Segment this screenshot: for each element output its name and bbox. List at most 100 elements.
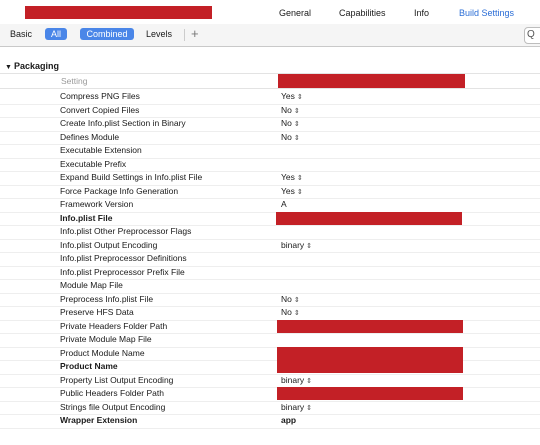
add-setting-button[interactable]: + xyxy=(191,26,199,41)
setting-row[interactable]: Defines Module No ⇕ xyxy=(0,131,540,145)
setting-value-text: Yes xyxy=(281,91,295,101)
setting-name: Create Info.plist Section in Binary xyxy=(60,118,186,128)
setting-value[interactable]: No ⇕ xyxy=(281,105,300,115)
setting-value-text: binary xyxy=(281,239,305,250)
setting-row[interactable]: Force Package Info Generation Yes ⇕ xyxy=(0,185,540,199)
setting-value-text: No xyxy=(281,104,292,115)
setting-row[interactable]: Public Headers Folder Path xyxy=(0,387,540,402)
setting-name: Product Name xyxy=(60,361,118,371)
setting-value[interactable]: Yes ⇕ xyxy=(281,186,303,196)
setting-column-header: Setting xyxy=(61,76,88,86)
popup-chevron-icon[interactable]: ⇕ xyxy=(293,121,300,128)
setting-row[interactable]: Property List Output Encoding binary ⇕ xyxy=(0,374,540,388)
setting-value-text: No xyxy=(281,131,292,142)
popup-chevron-icon[interactable]: ⇕ xyxy=(293,310,300,317)
setting-value[interactable]: No ⇕ xyxy=(281,132,300,142)
setting-row[interactable]: Framework Version A xyxy=(0,198,540,213)
setting-row[interactable]: Create Info.plist Section in Binary No ⇕ xyxy=(0,117,540,132)
setting-value-text: binary xyxy=(281,401,305,412)
setting-value[interactable]: binary ⇕ xyxy=(281,240,312,250)
disclosure-triangle-icon[interactable]: ▼ xyxy=(5,64,12,71)
setting-value-text: A xyxy=(281,199,287,209)
search-field[interactable]: Q xyxy=(524,27,540,44)
popup-chevron-icon[interactable]: ⇕ xyxy=(306,404,313,412)
popup-chevron-icon[interactable]: ⇕ xyxy=(296,188,303,196)
tab-info[interactable]: Info xyxy=(414,8,430,18)
setting-name: Info.plist Other Preprocessor Flags xyxy=(60,226,192,236)
setting-row[interactable]: Strings file Output Encoding binary ⇕ xyxy=(0,401,540,415)
setting-name: Wrapper Extension xyxy=(60,415,138,425)
setting-row[interactable]: Expand Build Settings in Info.plist File… xyxy=(0,171,540,186)
popup-chevron-icon[interactable]: ⇕ xyxy=(306,377,313,385)
setting-name: Executable Extension xyxy=(60,145,142,155)
setting-row[interactable]: Wrapper Extension app xyxy=(0,414,540,429)
packaging-section-header[interactable]: ▼ Packaging xyxy=(0,57,540,74)
setting-name: Compress PNG Files xyxy=(60,91,140,101)
setting-value[interactable]: Yes ⇕ xyxy=(281,172,303,182)
redacted-value xyxy=(277,387,463,400)
redacted-target-column-header xyxy=(278,74,465,88)
redacted-value xyxy=(277,346,463,360)
setting-name: Info.plist Preprocessor Prefix File xyxy=(60,266,185,277)
setting-name: Convert Copied Files xyxy=(60,104,140,115)
setting-name: Info.plist File xyxy=(60,212,113,223)
setting-row[interactable]: Private Headers Folder Path xyxy=(0,319,540,334)
setting-name: Strings file Output Encoding xyxy=(60,401,166,412)
setting-row[interactable]: Preprocess Info.plist File No ⇕ xyxy=(0,293,540,307)
setting-row[interactable]: Preserve HFS Data No ⇕ xyxy=(0,306,540,321)
setting-value[interactable]: No ⇕ xyxy=(281,118,300,128)
setting-value[interactable]: binary ⇕ xyxy=(281,375,312,385)
setting-name: Info.plist Output Encoding xyxy=(60,239,158,250)
setting-row[interactable]: Info.plist Other Preprocessor Flags xyxy=(0,225,540,240)
popup-chevron-icon[interactable]: ⇕ xyxy=(296,175,303,182)
setting-row[interactable]: Product Module Name xyxy=(0,346,540,361)
tab-general[interactable]: General xyxy=(279,8,312,18)
setting-name: Framework Version xyxy=(60,199,134,209)
setting-value[interactable]: A xyxy=(281,199,287,209)
popup-chevron-icon[interactable]: ⇕ xyxy=(293,107,300,115)
filter-all-button[interactable]: All xyxy=(45,28,67,40)
setting-value-text: No xyxy=(281,293,292,304)
setting-value-text: No xyxy=(281,118,292,128)
setting-name: Force Package Info Generation xyxy=(60,185,179,196)
setting-value-text: binary xyxy=(281,374,305,385)
popup-chevron-icon[interactable]: ⇕ xyxy=(293,134,300,142)
setting-name: Module Map File xyxy=(60,280,123,290)
tab-build-settings[interactable]: Build Settings xyxy=(459,8,515,18)
setting-row[interactable]: Compress PNG Files Yes ⇕ xyxy=(0,90,540,105)
popup-chevron-icon[interactable]: ⇕ xyxy=(306,242,313,250)
setting-value[interactable]: binary ⇕ xyxy=(281,402,312,412)
setting-value[interactable]: No ⇕ xyxy=(281,307,300,317)
setting-name: Preserve HFS Data xyxy=(60,307,134,317)
setting-name: Info.plist Preprocessor Definitions xyxy=(60,253,187,263)
setting-row[interactable]: Module Map File xyxy=(0,279,540,294)
setting-row[interactable]: Product Name xyxy=(0,360,540,375)
redacted-value xyxy=(276,211,462,225)
popup-chevron-icon[interactable]: ⇕ xyxy=(296,94,303,101)
setting-name: Defines Module xyxy=(60,131,120,142)
setting-name: Public Headers Folder Path xyxy=(60,388,164,398)
filter-basic-button[interactable]: Basic xyxy=(10,29,33,39)
setting-value-text: Yes xyxy=(281,185,295,196)
setting-row[interactable]: Info.plist Output Encoding binary ⇕ xyxy=(0,239,540,253)
top-toolbar: General Capabilities Info Build Settings xyxy=(0,0,540,25)
setting-value[interactable]: No ⇕ xyxy=(281,294,300,304)
tab-capabilities[interactable]: Capabilities xyxy=(339,8,386,18)
setting-name: Private Module Map File xyxy=(60,334,152,344)
filter-levels-button[interactable]: Levels xyxy=(146,29,173,39)
search-icon: Q xyxy=(527,29,535,40)
filter-combined-button[interactable]: Combined xyxy=(80,28,134,40)
setting-row[interactable]: Info.plist Preprocessor Prefix File xyxy=(0,266,540,280)
setting-row[interactable]: Info.plist File xyxy=(0,211,540,226)
setting-row[interactable]: Convert Copied Files No ⇕ xyxy=(0,104,540,118)
setting-row[interactable]: Executable Prefix xyxy=(0,158,540,172)
setting-value[interactable]: app xyxy=(281,415,296,425)
setting-row[interactable]: Executable Extension xyxy=(0,144,540,159)
setting-row[interactable]: Private Module Map File xyxy=(0,333,540,348)
setting-value[interactable]: Yes ⇕ xyxy=(281,91,303,101)
setting-name: Executable Prefix xyxy=(60,158,127,169)
section-title: Packaging xyxy=(13,61,59,71)
setting-name: Preprocess Info.plist File xyxy=(60,293,154,304)
popup-chevron-icon[interactable]: ⇕ xyxy=(293,296,300,304)
setting-row[interactable]: Info.plist Preprocessor Definitions xyxy=(0,252,540,267)
